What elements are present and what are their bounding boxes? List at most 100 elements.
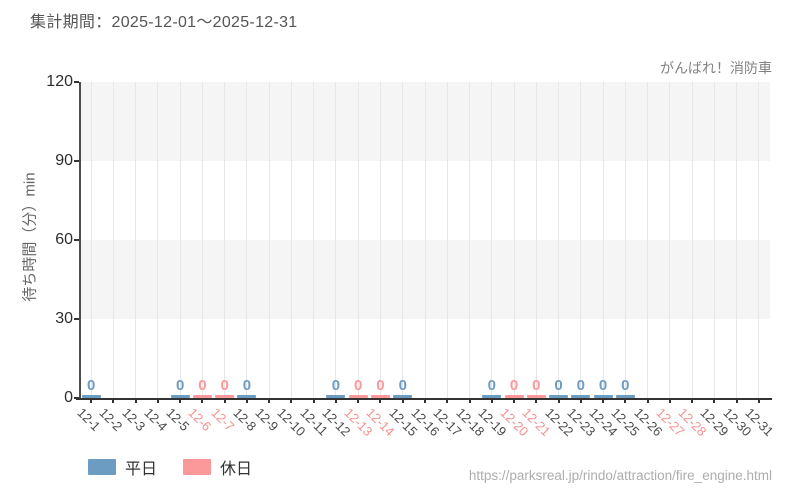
- x-tick-mark: [446, 398, 449, 403]
- bar-weekday: [393, 395, 413, 398]
- y-tick-mark: [74, 81, 79, 83]
- y-tick-label: 60: [55, 231, 73, 248]
- x-tick-mark: [468, 398, 471, 403]
- x-tick-mark: [602, 398, 605, 403]
- gridline: [402, 82, 404, 398]
- x-tick-mark: [179, 398, 182, 403]
- x-tick-mark: [223, 398, 226, 403]
- bar-holiday: [348, 395, 368, 398]
- x-tick-mark: [757, 398, 760, 403]
- gridline: [90, 82, 92, 398]
- gridline: [246, 82, 248, 398]
- x-tick-mark: [424, 398, 426, 403]
- x-tick-mark: [312, 398, 315, 403]
- x-tick-mark: [112, 398, 115, 403]
- x-tick-mark: [713, 398, 716, 403]
- x-tick-label: 12-7: [208, 405, 238, 435]
- x-tick-mark: [668, 398, 671, 403]
- gridline: [179, 82, 181, 398]
- gridline: [669, 82, 671, 398]
- y-tick-mark: [74, 397, 79, 399]
- legend-swatch-weekday: [88, 459, 116, 475]
- y-axis-line: [79, 82, 81, 398]
- x-tick-mark: [535, 398, 538, 403]
- x-tick-mark: [401, 398, 404, 403]
- bar-value-label-holiday: 0: [376, 377, 385, 394]
- source-url: https://parksreal.jp/rindo/attraction/fi…: [468, 468, 772, 483]
- x-tick-label: 12-9: [252, 405, 282, 435]
- gridline: [357, 82, 359, 398]
- gridline: [335, 82, 337, 398]
- x-tick-mark: [357, 398, 360, 403]
- bar-weekday: [482, 395, 502, 398]
- bar-weekday: [237, 395, 257, 398]
- x-tick-label: 12-8: [230, 405, 260, 435]
- x-tick-mark: [156, 398, 159, 403]
- gridline: [313, 82, 315, 398]
- bar-value-label-holiday: 0: [509, 377, 519, 394]
- gridline: [112, 82, 114, 398]
- gridline: [157, 82, 159, 398]
- bar-value-label-weekday: 0: [331, 377, 341, 394]
- x-tick-label: 12-3: [119, 405, 149, 435]
- bar-value-label-weekday: 0: [621, 377, 630, 394]
- gridline: [135, 82, 137, 398]
- bar-holiday: [370, 395, 390, 398]
- bar-holiday: [526, 395, 546, 398]
- y-tick-label: 90: [55, 152, 73, 169]
- gridline: [558, 82, 560, 398]
- bar-value-label-weekday: 0: [242, 377, 252, 394]
- bar-weekday: [549, 395, 569, 398]
- x-tick-mark: [691, 398, 694, 403]
- bar-weekday: [571, 395, 591, 398]
- x-tick-mark: [513, 398, 516, 403]
- bar-weekday: [615, 395, 635, 398]
- y-tick-mark: [74, 318, 79, 320]
- bar-value-label-holiday: 0: [532, 377, 541, 394]
- x-tick-label: 12-2: [96, 405, 126, 435]
- gridline: [424, 82, 426, 398]
- gridline: [379, 82, 381, 398]
- x-tick-mark: [268, 398, 271, 403]
- gridline: [513, 82, 515, 398]
- x-tick-mark: [334, 398, 337, 403]
- bar-holiday: [192, 395, 212, 398]
- gridline: [268, 82, 270, 398]
- x-tick-label: 12-1: [74, 405, 104, 435]
- bar-value-label-weekday: 0: [398, 377, 407, 394]
- x-tick-mark: [379, 398, 382, 403]
- gridline: [736, 82, 738, 398]
- y-tick-label: 0: [64, 389, 73, 406]
- x-tick-mark: [557, 398, 560, 403]
- gridline: [624, 82, 626, 398]
- bar-holiday: [504, 395, 524, 398]
- x-tick-mark: [735, 398, 738, 403]
- gridline: [691, 82, 693, 398]
- page-title: 集計期間：2025-12-01～2025-12-31: [30, 14, 298, 31]
- bar-value-label-holiday: 0: [354, 377, 363, 394]
- gridline: [201, 82, 203, 398]
- bar-weekday: [81, 395, 101, 398]
- bar-weekday: [593, 395, 613, 398]
- bar-weekday: [170, 395, 190, 398]
- bar-value-label-holiday: 0: [220, 377, 229, 394]
- bar-value-label-weekday: 0: [554, 377, 563, 394]
- x-tick-label: 12-5: [163, 405, 193, 435]
- x-tick-label: 12-6: [185, 405, 215, 435]
- x-tick-mark: [646, 398, 649, 403]
- x-tick-mark: [579, 398, 582, 403]
- gridline: [758, 82, 760, 398]
- bar-holiday: [215, 395, 235, 398]
- legend: 平日 休日: [88, 455, 252, 479]
- bar-value-label-holiday: 0: [198, 377, 207, 394]
- y-tick-mark: [74, 160, 79, 162]
- gridline: [535, 82, 537, 398]
- bar-value-label-weekday: 0: [175, 377, 185, 394]
- bar-value-label-weekday: 0: [576, 377, 585, 394]
- x-tick-mark: [90, 398, 93, 403]
- x-tick-mark: [201, 398, 204, 403]
- bar-weekday: [326, 395, 346, 398]
- bar-value-label-weekday: 0: [487, 377, 496, 394]
- attraction-name: がんばれ！消防車: [660, 60, 772, 76]
